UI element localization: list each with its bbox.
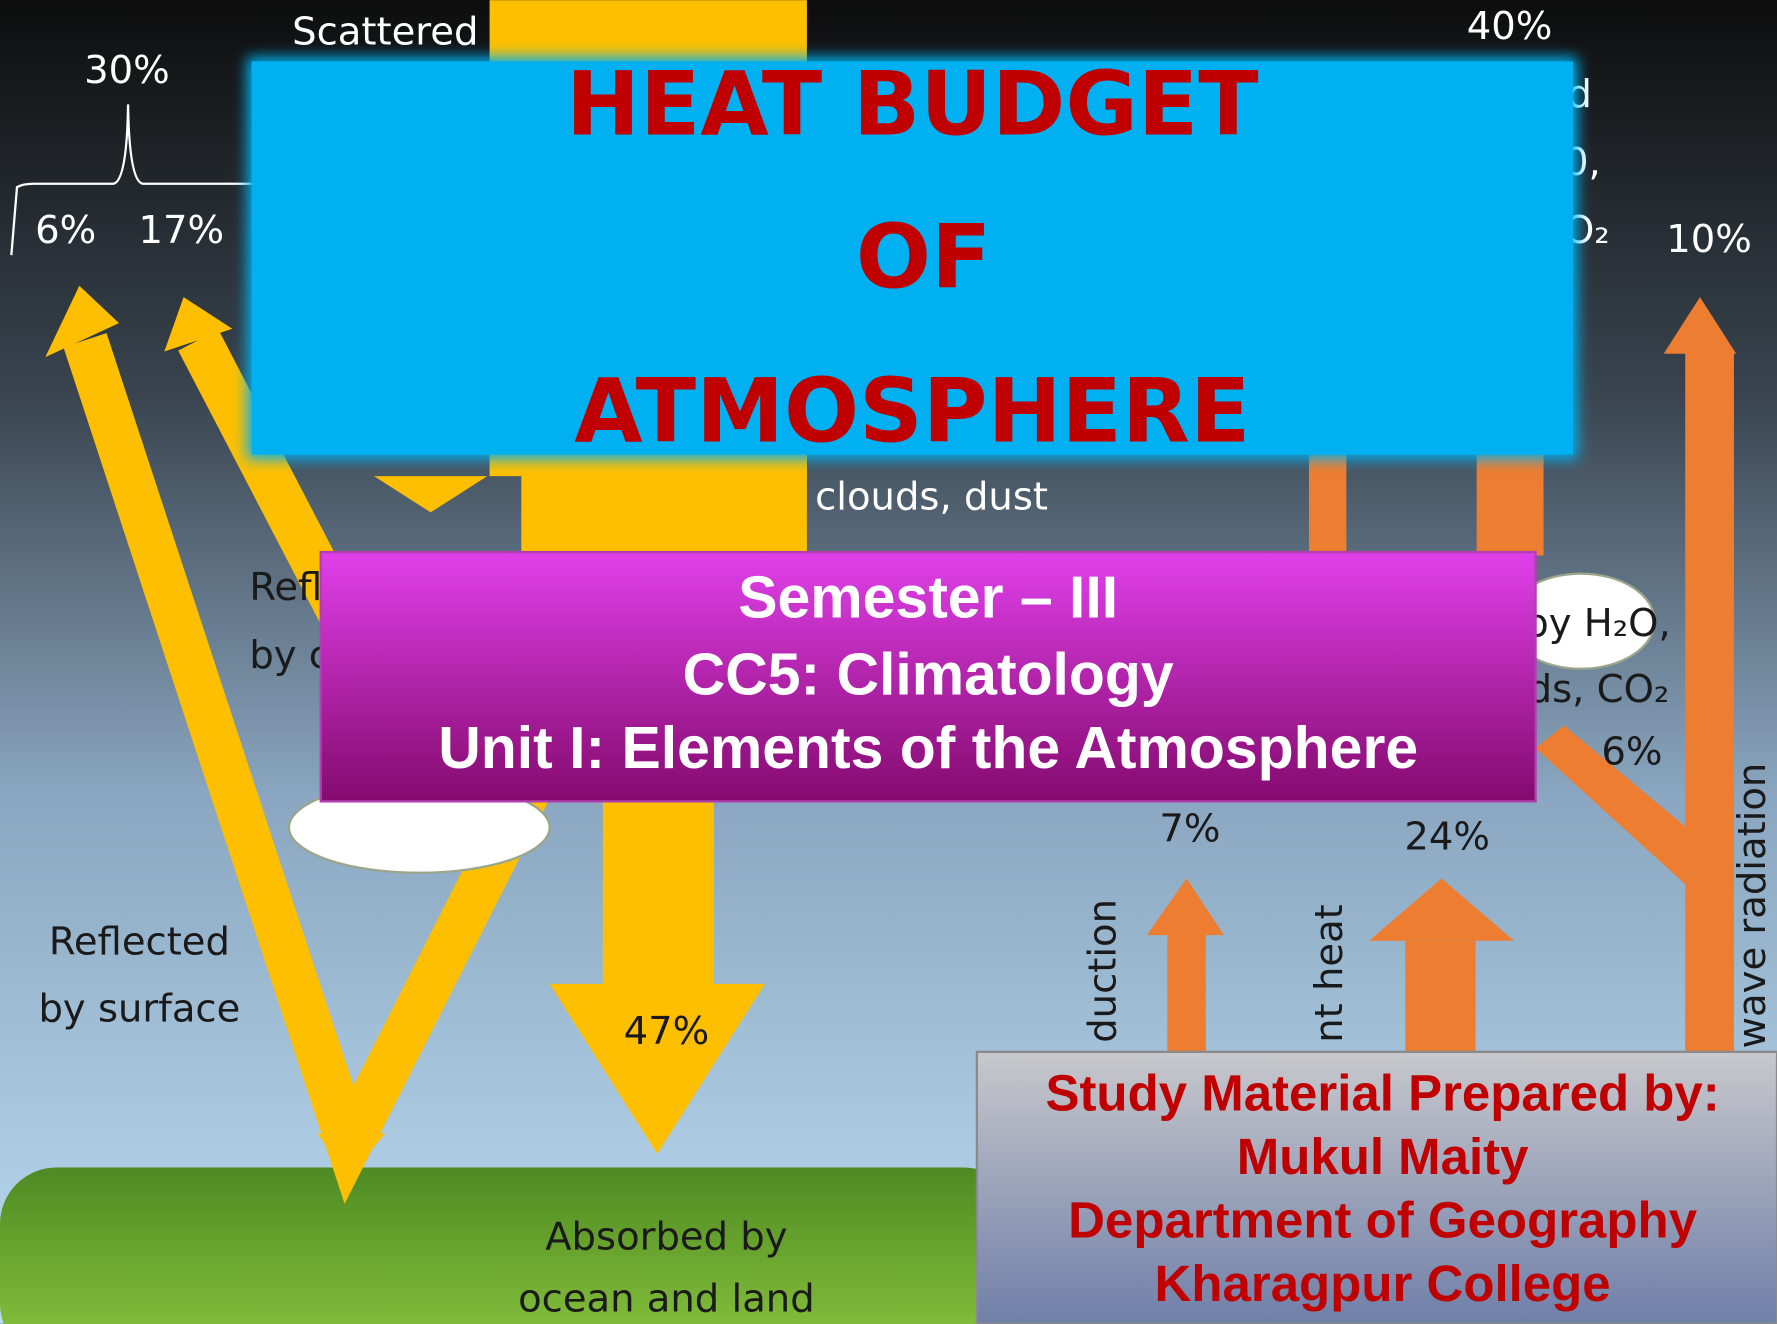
label: ds, CO₂ (1528, 667, 1670, 712)
label: 7% (1159, 806, 1220, 851)
author-line: Department of Geography (1068, 1192, 1698, 1249)
label: duction (1080, 899, 1125, 1043)
course-line: Unit I: Elements of the Atmosphere (438, 716, 1418, 781)
label: 17% (139, 208, 225, 253)
label: by c (249, 633, 330, 678)
author-line: Kharagpur College (1155, 1255, 1611, 1312)
label: 6% (35, 208, 96, 253)
label: 10% (1666, 217, 1752, 262)
title-line: OF (856, 205, 991, 308)
label: by surface (38, 987, 240, 1032)
label: Scattered (292, 10, 478, 55)
label: by H₂O, (1524, 601, 1670, 646)
label: 30% (84, 48, 170, 93)
course-line: CC5: Climatology (683, 643, 1174, 708)
title-line: HEAT BUDGET (566, 52, 1259, 155)
title-line: ATMOSPHERE (574, 360, 1250, 463)
course-line: Semester – III (738, 565, 1118, 630)
ground (0, 1167, 1020, 1324)
author-line: Study Material Prepared by: (1045, 1065, 1719, 1122)
label: 24% (1404, 814, 1490, 859)
label: 47% (624, 1009, 710, 1054)
author-line: Mukul Maity (1237, 1128, 1529, 1185)
label: wave radiation (1730, 763, 1775, 1049)
label: 40% (1467, 4, 1553, 49)
label: Refl (249, 565, 322, 610)
label: Absorbed by (545, 1214, 787, 1259)
slide: Scattered 30% 6% 17% 40% d 0, O₂ 10% clo… (0, 0, 1777, 1324)
label: Reflected (49, 920, 230, 965)
label: clouds, dust (815, 474, 1048, 519)
label: nt heat (1307, 904, 1352, 1043)
label: ocean and land (518, 1277, 815, 1322)
label: 6% (1601, 729, 1662, 774)
